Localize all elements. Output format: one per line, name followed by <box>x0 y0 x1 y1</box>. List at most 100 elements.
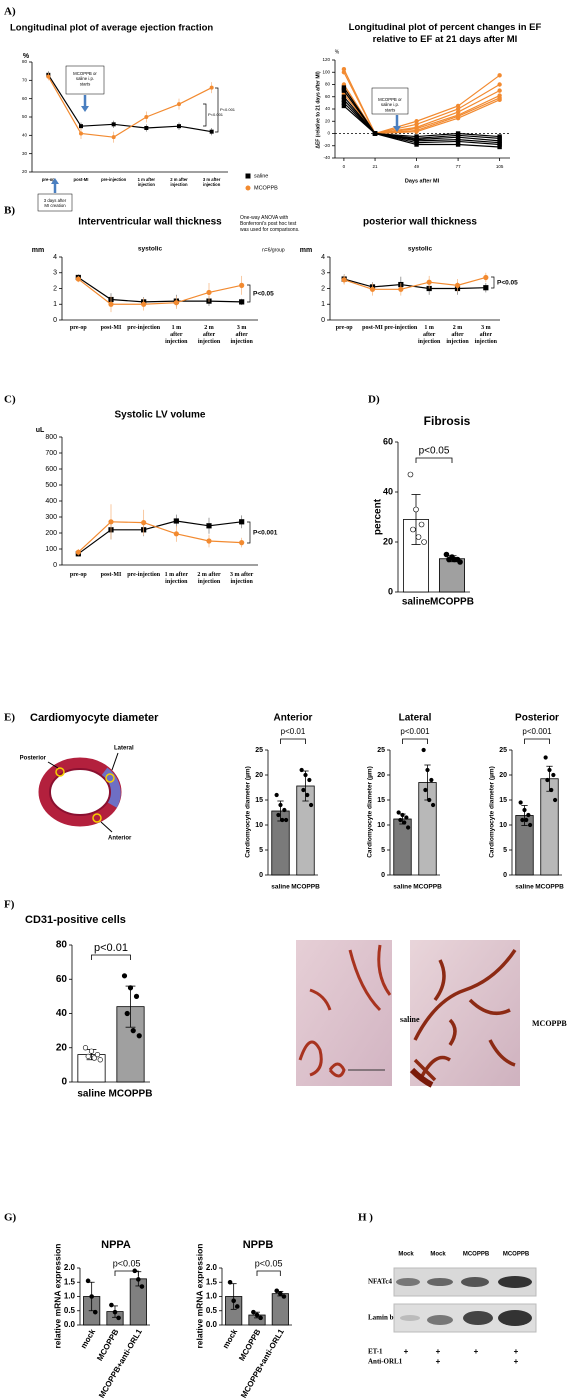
y-tick-label: 80 <box>325 82 331 87</box>
band <box>427 1278 453 1286</box>
data-point <box>407 471 414 478</box>
panel-label: H ) <box>358 1212 373 1224</box>
chart-subtitle: systolic <box>408 246 433 253</box>
data-point <box>443 551 450 558</box>
histology-saline <box>296 940 392 1086</box>
text-line: 2 m <box>204 325 214 331</box>
text-line: Bonferroni's post hoc test <box>240 221 297 227</box>
data-point <box>276 812 281 818</box>
data-point <box>527 822 533 828</box>
chart-title: Lateral <box>399 713 432 724</box>
p-value: p<0.05 <box>113 1258 141 1268</box>
x-tick-label: pre-op <box>336 325 354 331</box>
y-tick-label: 2 <box>321 285 325 292</box>
text-line: 3 m <box>481 325 491 331</box>
point <box>239 282 245 288</box>
x-tick-label: pre-op <box>70 325 88 331</box>
data-point <box>552 797 558 803</box>
y-tick-label: 2.0 <box>64 1263 76 1272</box>
text-line: 3 days after <box>44 198 67 203</box>
text-line: starts <box>385 107 396 112</box>
y-tick-label: 4 <box>53 254 57 261</box>
data-point <box>425 767 430 773</box>
y-tick-label: 50 <box>22 114 28 119</box>
x-tick-label: MCOPPB <box>413 884 442 891</box>
y-axis-label: mm <box>300 247 312 254</box>
y-tick-label: 5 <box>503 847 507 854</box>
chart-title: NPPB <box>243 1239 274 1251</box>
chart-title: Interventricular wall thickness <box>78 217 222 228</box>
data-point <box>254 1312 260 1318</box>
y-tick-label: 15 <box>499 797 507 804</box>
x-tick-label: 1 m after injection <box>138 177 156 187</box>
point <box>455 106 461 112</box>
y-tick-label: 60 <box>383 436 393 446</box>
point <box>177 102 181 107</box>
data-point <box>139 1284 145 1289</box>
septum-region <box>100 767 121 808</box>
y-tick-label: 20 <box>325 118 331 123</box>
image-label: saline <box>400 1015 420 1024</box>
x-tick-label: MCOPPB <box>95 1327 120 1362</box>
point <box>206 289 212 296</box>
significance-bracket <box>215 87 219 133</box>
x-tick-label: mock <box>221 1327 240 1350</box>
y-tick-label: 60 <box>22 96 28 101</box>
data-point <box>431 802 436 808</box>
y-tick-label: 40 <box>56 1008 68 1019</box>
data-point <box>421 539 427 545</box>
point <box>141 301 147 307</box>
band <box>498 1310 532 1326</box>
y-tick-label: 15 <box>255 797 263 804</box>
text-line: injection <box>418 339 441 345</box>
western-blot <box>393 1267 537 1333</box>
bar <box>540 778 559 876</box>
data-point <box>94 1051 101 1058</box>
lane-label: MCOPPB <box>463 1252 490 1258</box>
bar <box>271 1293 289 1326</box>
text-line: pre-op <box>336 325 354 331</box>
data-point <box>89 1294 94 1299</box>
point <box>144 115 149 119</box>
data-point <box>136 1277 141 1282</box>
point <box>455 142 461 147</box>
text-line: post-MI <box>101 325 122 331</box>
y-tick-label: 20 <box>255 772 263 779</box>
significance-bracket <box>256 1270 281 1276</box>
data-point <box>282 807 287 813</box>
series-line <box>77 521 242 553</box>
data-point <box>309 802 314 808</box>
y-tick-label: 15 <box>377 797 385 804</box>
text-line: saline i.p. <box>381 102 399 107</box>
data-point <box>429 777 434 783</box>
band <box>400 1315 420 1321</box>
text-line: injection <box>446 339 469 345</box>
x-axis-label: Days after MI <box>405 178 440 184</box>
text-line: 1 m <box>424 325 434 331</box>
text-line: post-MI <box>101 572 122 578</box>
x-tick-label: pre-injection <box>127 572 161 578</box>
x-tick-label: mock <box>79 1327 98 1350</box>
point <box>341 66 347 72</box>
p-value: p<0.05 <box>255 1258 283 1268</box>
data-point <box>418 521 425 528</box>
treatment-mark: + <box>436 1357 441 1366</box>
y-tick-label: 10 <box>499 822 507 829</box>
row-label: Lamin b <box>368 1314 394 1322</box>
text-line: 2 m after <box>170 177 188 182</box>
point <box>173 518 179 524</box>
data-point <box>234 1304 240 1309</box>
y-tick-label: 3 <box>53 270 57 277</box>
point <box>414 119 419 124</box>
point <box>341 277 347 283</box>
y-tick-label: 1 <box>321 301 325 308</box>
x-tick-label: MCOPPB+anti-ORL1 <box>239 1327 286 1400</box>
text-line: injection <box>198 579 221 585</box>
annotation-box <box>65 65 105 95</box>
x-tick-label: pre-injection <box>384 325 418 331</box>
y-tick-label: 300 <box>45 514 57 521</box>
point <box>111 122 116 127</box>
data-point <box>258 1315 263 1321</box>
data-point <box>299 767 304 773</box>
